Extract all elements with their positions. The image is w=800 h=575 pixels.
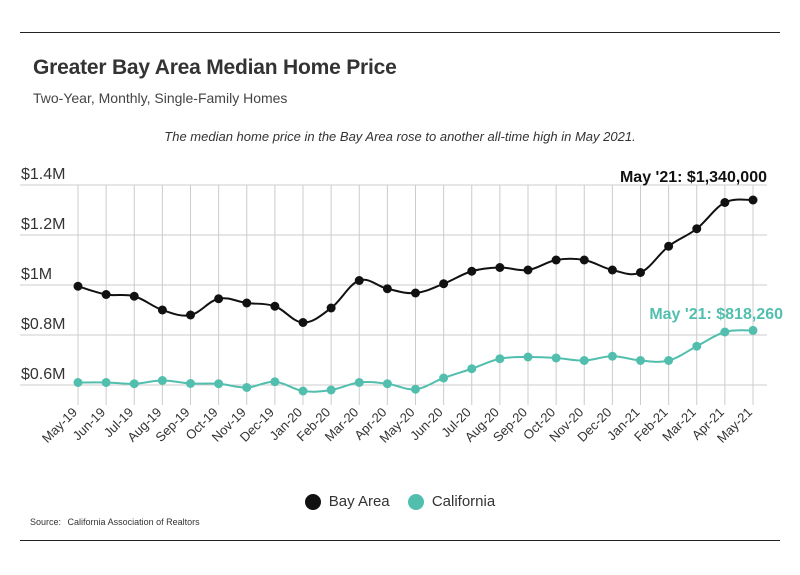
- data-point-bay-area: [354, 276, 364, 285]
- data-point-california: [298, 386, 308, 396]
- data-point-california: [382, 379, 392, 389]
- data-point-bay-area: [551, 255, 561, 265]
- line-chart: $0.6M $0.8M $1M $1.2M $1.4M May-19Jun-19Jul-…: [20, 166, 783, 446]
- data-point-california: [495, 354, 505, 364]
- y-tick-label: $1.2M: [21, 216, 65, 233]
- data-point-bay-area: [270, 301, 280, 311]
- data-point-california: [748, 325, 758, 335]
- data-point-california: [467, 364, 477, 374]
- annotation-bay-area: May '21: $1,340,000: [620, 169, 767, 186]
- legend-label-california: California: [431, 493, 496, 510]
- data-point-california: [523, 352, 533, 362]
- data-point-california: [326, 385, 336, 395]
- data-point-california: [270, 377, 280, 387]
- data-point-bay-area: [636, 268, 645, 277]
- data-point-bay-area: [186, 310, 195, 320]
- annotation-layer: May '21: $1,340,000 May '21: $818,260: [620, 169, 783, 323]
- data-point-california: [439, 373, 449, 383]
- top-rule: [20, 32, 780, 33]
- data-point-california: [692, 341, 702, 351]
- data-point-california: [242, 383, 252, 392]
- data-point-bay-area: [411, 288, 420, 298]
- legend-item-bay-area[interactable]: Bay Area: [304, 493, 390, 510]
- data-point-bay-area: [748, 195, 758, 205]
- data-point-bay-area: [467, 266, 477, 276]
- x-tick-label: Jun-20: [407, 405, 446, 444]
- data-point-bay-area: [664, 241, 674, 251]
- data-point-bay-area: [326, 303, 336, 313]
- data-point-california: [186, 379, 195, 388]
- data-point-bay-area: [579, 255, 589, 265]
- source-text: California Association of Realtors: [67, 517, 200, 527]
- data-point-bay-area: [495, 263, 505, 272]
- x-tick-label: May-19: [39, 405, 80, 446]
- legend-item-california[interactable]: California: [407, 493, 496, 510]
- y-axis-labels: $0.6M $0.8M $1M $1.2M $1.4M: [21, 166, 65, 383]
- data-point-california: [214, 379, 224, 389]
- data-point-bay-area: [439, 279, 449, 289]
- data-point-california: [720, 327, 730, 337]
- annotation-california: May '21: $818,260: [649, 306, 783, 323]
- data-point-california: [129, 379, 139, 389]
- data-point-bay-area: [720, 198, 730, 207]
- data-point-california: [101, 378, 111, 387]
- data-point-bay-area: [157, 305, 167, 315]
- chart-note: The median home price in the Bay Area ro…: [164, 129, 636, 144]
- data-point-california: [73, 378, 83, 387]
- data-point-bay-area: [382, 284, 392, 294]
- data-point-california: [157, 376, 167, 385]
- data-point-california: [579, 356, 589, 365]
- data-point-bay-area: [242, 298, 252, 308]
- x-axis-labels: May-19Jun-19Jul-19Aug-19Sep-19Oct-19Nov-…: [39, 405, 755, 446]
- y-tick-label: $1.4M: [21, 166, 65, 183]
- source-label: Source:: [30, 517, 62, 527]
- data-point-bay-area: [607, 265, 617, 275]
- legend-swatch-bay-area: [304, 493, 321, 510]
- source-note: Source: California Association of Realto…: [30, 517, 204, 527]
- data-point-bay-area: [101, 290, 111, 299]
- legend-label-bay-area: Bay Area: [328, 493, 390, 510]
- data-point-bay-area: [214, 294, 224, 304]
- bottom-rule: [20, 540, 780, 541]
- data-point-california: [411, 384, 420, 394]
- data-point-bay-area: [73, 281, 83, 291]
- data-point-bay-area: [129, 291, 139, 301]
- legend-swatch-california: [407, 493, 424, 510]
- series-layer: [73, 195, 758, 396]
- data-point-california: [636, 356, 645, 365]
- y-tick-label: $1M: [21, 266, 52, 283]
- y-tick-label: $0.8M: [21, 316, 65, 333]
- x-tick-label: Jun-19: [70, 405, 109, 444]
- data-point-bay-area: [692, 224, 702, 234]
- data-point-bay-area: [523, 265, 533, 275]
- data-point-california: [607, 351, 617, 361]
- data-point-california: [551, 353, 561, 363]
- data-point-bay-area: [298, 318, 308, 327]
- chart-subtitle: Two-Year, Monthly, Single-Family Homes: [33, 90, 288, 106]
- chart-title: Greater Bay Area Median Home Price: [33, 56, 397, 79]
- data-point-california: [664, 356, 674, 365]
- y-tick-label: $0.6M: [21, 366, 65, 383]
- data-point-california: [354, 378, 364, 387]
- legend: Bay Area California: [0, 493, 800, 514]
